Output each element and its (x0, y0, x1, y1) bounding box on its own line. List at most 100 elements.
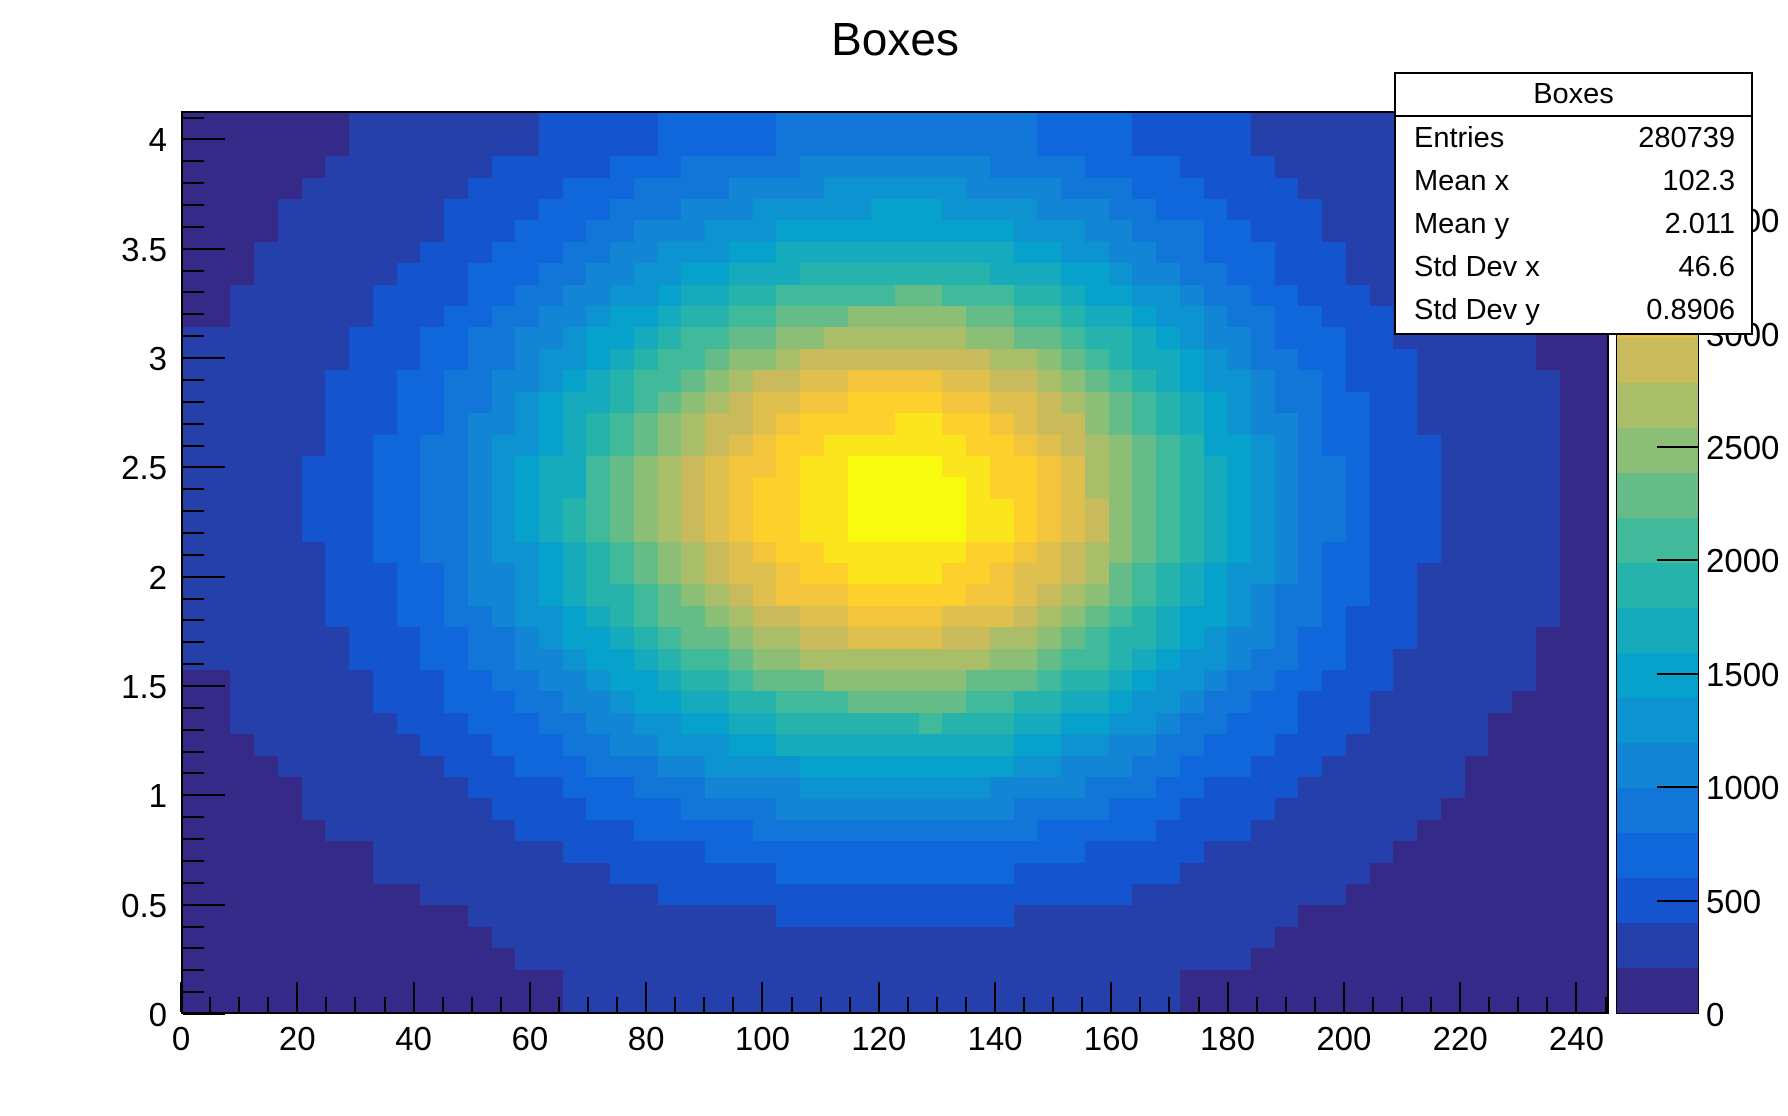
heatmap-cell (372, 134, 398, 157)
heatmap-cell (705, 990, 730, 1012)
heatmap-cell (1037, 862, 1062, 884)
heatmap-cell (1251, 605, 1276, 628)
heatmap-cell (325, 348, 350, 371)
heatmap-cell (183, 476, 208, 499)
heatmap-cell (372, 155, 398, 178)
heatmap-cell (1013, 819, 1039, 842)
heatmap-cell (918, 327, 944, 349)
heatmap-cell (657, 583, 683, 606)
heatmap-cell (1345, 327, 1371, 349)
heatmap-cell (515, 583, 540, 606)
heatmap-cell (562, 755, 588, 777)
heatmap-cell (349, 669, 374, 692)
heatmap-cell (705, 562, 730, 585)
heatmap-cell (871, 797, 896, 820)
heatmap-cell (325, 155, 350, 178)
heatmap-cell (1013, 969, 1039, 992)
heatmap-cell (1488, 797, 1513, 820)
x-minor-tick (1081, 997, 1084, 1012)
heatmap-cell (396, 476, 422, 499)
heatmap-cell (539, 348, 564, 371)
heatmap-cell (1061, 305, 1086, 328)
heatmap-cell (1559, 862, 1584, 884)
heatmap-cell (989, 690, 1015, 713)
heatmap-cell (657, 797, 683, 820)
heatmap-cell (776, 947, 801, 970)
heatmap-cell (989, 669, 1015, 692)
heatmap-cell (1417, 519, 1442, 542)
heatmap-cell (610, 648, 635, 670)
heatmap-cell (705, 947, 730, 970)
heatmap-cell (681, 262, 706, 285)
heatmap-cell (1084, 926, 1110, 949)
x-tick-label: 80 (627, 1020, 665, 1057)
heatmap-cell (681, 862, 706, 884)
heatmap-cell (1156, 583, 1181, 606)
heatmap-cell (1084, 883, 1110, 906)
heatmap-cell (1417, 562, 1442, 585)
heatmap-cell (657, 241, 683, 264)
heatmap-cell (539, 626, 564, 649)
heatmap-cell (823, 648, 849, 670)
heatmap-cell (1037, 947, 1062, 970)
heatmap-cell (1132, 434, 1157, 456)
heatmap-cell (349, 605, 374, 628)
heatmap-cell (539, 177, 564, 200)
heatmap-cell (1345, 562, 1371, 585)
heatmap-cell (1156, 605, 1181, 628)
heatmap-cell (989, 947, 1015, 970)
y-minor-tick (183, 991, 204, 994)
heatmap-cell (1179, 113, 1205, 135)
heatmap-cell (1108, 155, 1134, 178)
heatmap-cell (1345, 155, 1371, 178)
heatmap-cell (942, 819, 967, 842)
heatmap-cell (823, 348, 849, 371)
heatmap-cell (372, 755, 398, 777)
heatmap-cell (1345, 412, 1371, 435)
heatmap-cell (1274, 391, 1300, 414)
heatmap-cell (1108, 840, 1134, 863)
x-minor-tick (790, 997, 793, 1012)
heatmap-cell (871, 733, 896, 756)
heatmap-cell (610, 519, 635, 542)
heatmap-cell (562, 134, 588, 157)
palette-band (1617, 832, 1698, 879)
heatmap-cell (1298, 155, 1323, 178)
heatmap-cell (372, 305, 398, 328)
heatmap-cell (1322, 113, 1347, 135)
heatmap-cell (1084, 755, 1110, 777)
heatmap-cell (396, 605, 422, 628)
heatmap-cell (1132, 348, 1157, 371)
heatmap-cell (562, 284, 588, 307)
heatmap-cell (1322, 177, 1347, 200)
chart-title: Boxes (831, 13, 959, 65)
heatmap-cell (1227, 755, 1252, 777)
heatmap-cell (1393, 883, 1418, 906)
x-tick-label: 0 (171, 1020, 191, 1057)
heatmap-cell (1037, 990, 1062, 1012)
heatmap-cell (586, 904, 611, 927)
heatmap-cell (1488, 583, 1513, 606)
heatmap-cell (206, 562, 232, 585)
heatmap-cell (989, 305, 1015, 328)
heatmap-cell (1132, 412, 1157, 435)
heatmap-cell (918, 583, 944, 606)
heatmap-cell (515, 648, 540, 670)
heatmap-cell (776, 669, 801, 692)
heatmap-cell (325, 797, 350, 820)
heatmap-cell (562, 519, 588, 542)
heatmap-cell (1583, 519, 1607, 542)
heatmap-cell (942, 262, 967, 285)
heatmap-cell (871, 476, 896, 499)
heatmap-cell (301, 348, 327, 371)
heatmap-cell (183, 327, 208, 349)
heatmap-cell (1322, 220, 1347, 242)
heatmap-cell (183, 648, 208, 670)
heatmap-cell (823, 241, 849, 264)
heatmap-cell (942, 369, 967, 392)
heatmap-cell (562, 797, 588, 820)
heatmap-cell (1061, 840, 1086, 863)
heatmap-cell (301, 862, 327, 884)
heatmap-cell (1488, 990, 1513, 1012)
heatmap-cell (633, 883, 659, 906)
